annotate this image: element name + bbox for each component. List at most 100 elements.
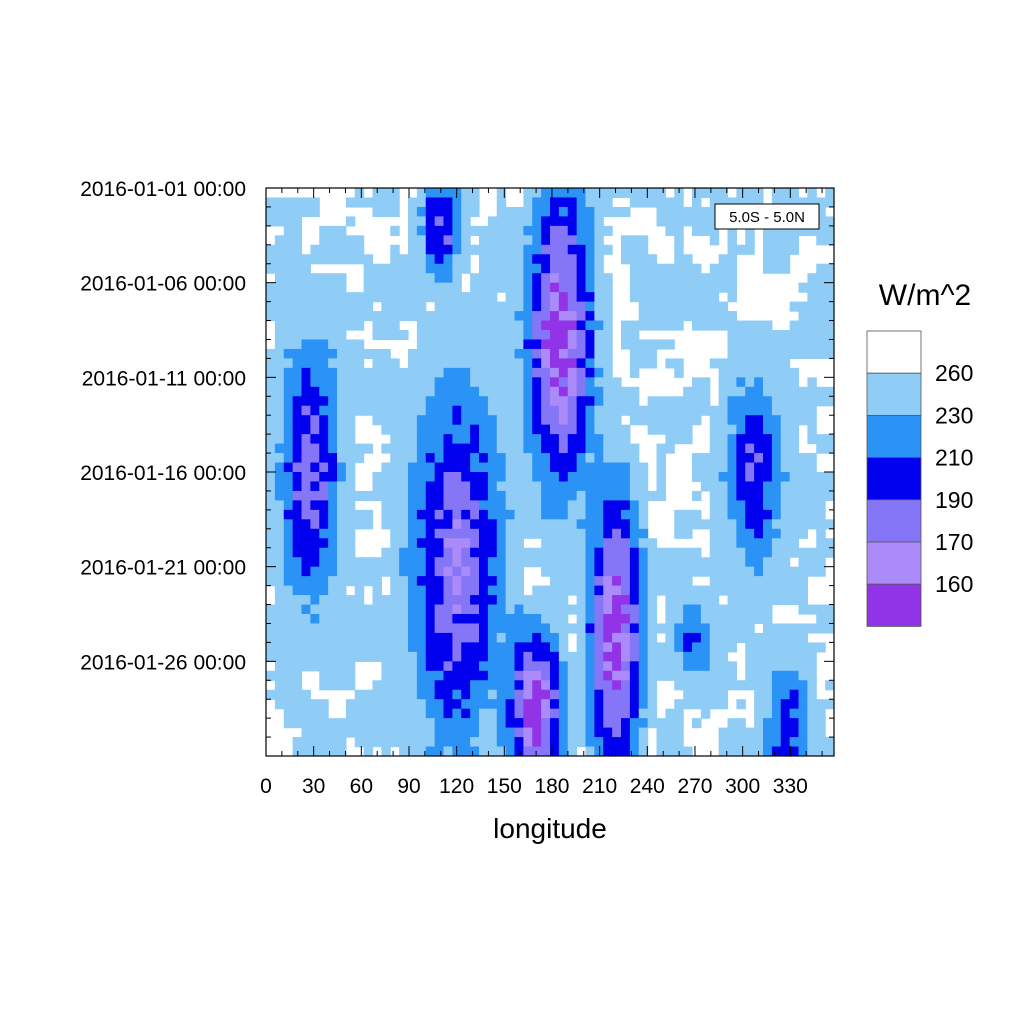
- heatmap-cell: [496, 737, 507, 748]
- heatmap-cell: [532, 490, 542, 501]
- heatmap-cell: [683, 405, 693, 416]
- heatmap-cell: [523, 263, 533, 274]
- heatmap-cell: [337, 746, 347, 756]
- heatmap-cell: [283, 481, 294, 492]
- heatmap-cell: [274, 509, 285, 520]
- heatmap-cell: [709, 197, 720, 208]
- heatmap-cell: [798, 481, 808, 492]
- heatmap-cell: [416, 339, 427, 350]
- heatmap-cell: [470, 651, 480, 662]
- heatmap-cell: [310, 509, 320, 520]
- heatmap-cell: [470, 557, 480, 568]
- heatmap-cell: [443, 500, 453, 511]
- heatmap-cell: [807, 708, 817, 719]
- heatmap-cell: [434, 320, 445, 331]
- heatmap-cell: [399, 481, 409, 492]
- heatmap-cell: [603, 689, 613, 700]
- heatmap-cell: [736, 453, 746, 464]
- heatmap-cell: [683, 254, 693, 265]
- heatmap-cell: [594, 547, 604, 558]
- heatmap-cell: [416, 367, 427, 378]
- heatmap-cell: [292, 301, 303, 312]
- heatmap-cell: [727, 453, 737, 464]
- heatmap-cell: [434, 680, 445, 691]
- heatmap-cell: [656, 396, 666, 407]
- heatmap-cell: [718, 282, 729, 293]
- heatmap-cell: [558, 235, 569, 246]
- heatmap-cell: [745, 415, 755, 426]
- heatmap-cell: [558, 746, 569, 756]
- heatmap-cell: [665, 576, 675, 587]
- heatmap-cell: [789, 235, 800, 246]
- heatmap-cell: [434, 263, 445, 274]
- heatmap-cell: [727, 614, 737, 625]
- heatmap-cell: [638, 547, 649, 558]
- heatmap-cell: [647, 358, 658, 369]
- heatmap-cell: [310, 500, 320, 511]
- heatmap-cell: [771, 330, 782, 341]
- heatmap-cell: [443, 595, 453, 606]
- heatmap-cell: [638, 604, 649, 615]
- heatmap-cell: [709, 689, 720, 700]
- heatmap-cell: [674, 642, 684, 653]
- heatmap-cell: [443, 348, 453, 359]
- heatmap-cell: [532, 434, 542, 445]
- colorbar-swatch: [866, 499, 922, 543]
- heatmap-cell: [674, 367, 684, 378]
- heatmap-cell: [771, 727, 782, 738]
- heatmap-cell: [754, 472, 764, 483]
- heatmap-cell: [745, 453, 755, 464]
- heatmap-cell: [612, 604, 622, 615]
- heatmap-cell: [754, 188, 764, 199]
- heatmap-cell: [496, 386, 507, 397]
- heatmap-cell: [443, 614, 453, 625]
- heatmap-cell: [461, 661, 471, 672]
- heatmap-cell: [283, 273, 294, 284]
- heatmap-cell: [541, 263, 551, 274]
- heatmap-cell: [505, 708, 516, 719]
- heatmap-cell: [541, 519, 551, 530]
- heatmap-cell: [328, 301, 338, 312]
- heatmap-cell: [487, 453, 498, 464]
- heatmap-cell: [292, 472, 303, 483]
- heatmap-cell: [461, 585, 471, 596]
- heatmap-cell: [745, 434, 755, 445]
- heatmap-cell: [390, 632, 400, 643]
- heatmap-cell: [647, 348, 658, 359]
- heatmap-cell: [789, 472, 800, 483]
- heatmap-cell: [629, 273, 640, 284]
- heatmap-cell: [266, 528, 276, 539]
- heatmap-cell: [274, 670, 285, 681]
- heatmap-cell: [452, 339, 462, 350]
- heatmap-cell: [274, 405, 285, 416]
- heatmap-cell: [603, 330, 613, 341]
- heatmap-cell: [434, 206, 445, 217]
- heatmap-cell: [612, 746, 622, 756]
- heatmap-cell: [718, 263, 729, 274]
- heatmap-cell: [337, 292, 347, 303]
- heatmap-cell: [399, 263, 409, 274]
- heatmap-cell: [780, 462, 791, 473]
- heatmap-cell: [754, 547, 764, 558]
- heatmap-cell: [337, 632, 347, 643]
- heatmap-cell: [434, 661, 445, 672]
- heatmap-cell: [816, 301, 826, 312]
- heatmap-cell: [541, 462, 551, 473]
- heatmap-cell: [594, 405, 604, 416]
- heatmap-cell: [700, 481, 711, 492]
- heatmap-cell: [558, 254, 569, 265]
- heatmap-cell: [452, 396, 462, 407]
- heatmap-cell: [487, 254, 498, 265]
- heatmap-cell: [763, 509, 773, 520]
- heatmap-cell: [807, 519, 817, 530]
- heatmap-cell: [585, 557, 595, 568]
- heatmap-cell: [585, 490, 595, 501]
- heatmap-cell: [292, 367, 303, 378]
- heatmap-cell: [416, 500, 427, 511]
- heatmap-cell: [496, 358, 507, 369]
- heatmap-cell: [372, 348, 382, 359]
- heatmap-cell: [576, 614, 587, 625]
- heatmap-cell: [452, 235, 462, 246]
- heatmap-cell: [523, 718, 533, 729]
- heatmap-cell: [505, 746, 516, 756]
